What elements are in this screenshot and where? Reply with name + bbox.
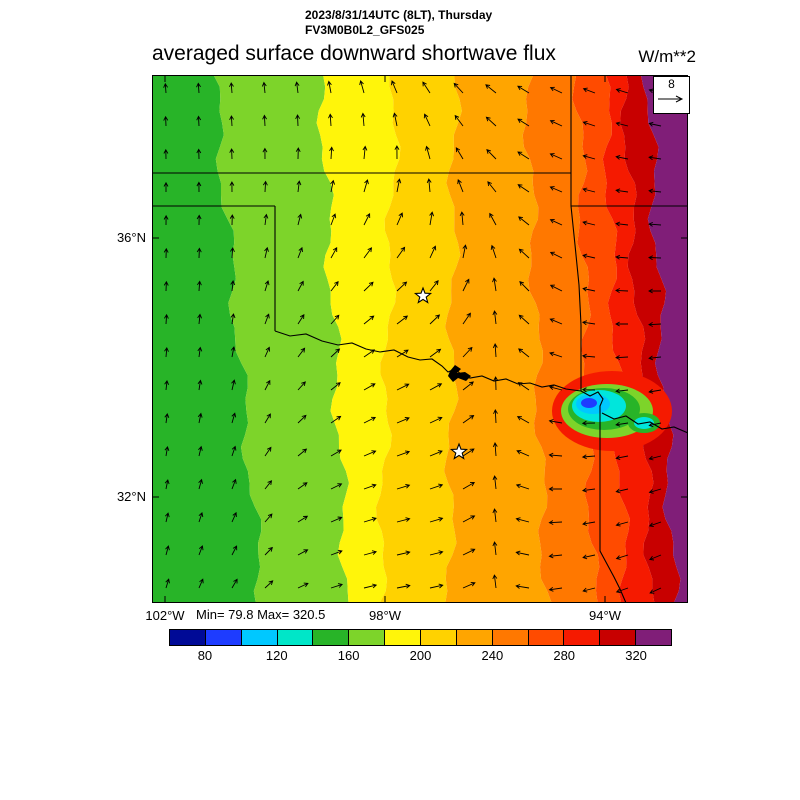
colorbar-segment <box>312 629 350 646</box>
colorbar-tick-label: 320 <box>625 648 647 663</box>
minmax-label: Min= 79.8 Max= 320.5 <box>196 607 326 622</box>
colorbar-tick-label: 80 <box>197 648 213 663</box>
colorbar-segment <box>599 629 637 646</box>
colorbar-segment <box>491 629 529 646</box>
map-plot <box>152 75 688 603</box>
lon-label: 102°W <box>145 608 185 623</box>
colorbar-segment <box>276 629 314 646</box>
colorbar-segment <box>563 629 601 646</box>
reference-vector-box: 8 <box>653 76 690 114</box>
colorbar-tick-label: 160 <box>337 648 360 663</box>
chart-title: averaged surface downward shortwave flux <box>152 42 556 65</box>
reference-vector-value: 8 <box>668 77 675 91</box>
lat-label: 36°N <box>116 230 146 245</box>
colorbar-segment <box>527 629 565 646</box>
colorbar <box>169 629 673 646</box>
colorbar-segment <box>384 629 422 646</box>
model-title: FV3M0B0L2_GFS025 <box>305 23 425 37</box>
colorbar-tick-label: 240 <box>481 648 504 663</box>
colorbar-segment <box>348 629 386 646</box>
units-label: W/m**2 <box>638 47 696 66</box>
colorbar-segment <box>169 629 206 646</box>
lat-label: 32°N <box>116 489 146 504</box>
colorbar-segment <box>420 629 457 646</box>
colorbar-segment <box>240 629 278 646</box>
colorbar-segment <box>635 629 673 646</box>
colorbar-tick-label: 280 <box>553 648 576 663</box>
lon-label: 98°W <box>369 608 401 623</box>
colorbar-tick-label: 200 <box>409 648 432 663</box>
colorbar-segment <box>204 629 242 646</box>
lon-label: 94°W <box>589 608 621 623</box>
datetime-title: 2023/8/31/14UTC (8LT), Thursday <box>305 8 493 22</box>
reference-arrow-icon <box>658 95 684 103</box>
colorbar-segment <box>455 629 493 646</box>
colorbar-tick-label: 120 <box>265 648 288 663</box>
